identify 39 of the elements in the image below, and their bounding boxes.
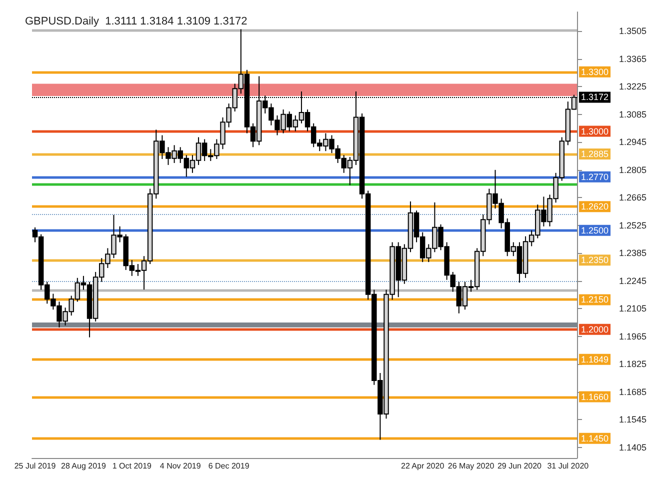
y-tick-label: 1.2805 [619,164,647,175]
x-tick-label: 1 Oct 2019 [112,462,152,470]
y-tick-label: 1.1685 [619,386,647,397]
ref-line-label: 1.2885 [581,149,609,160]
y-tick-label: 1.3365 [619,54,647,64]
x-tick-label: 25 Jul 2019 [14,462,56,470]
ref-line-label: 1.2350 [581,255,609,266]
x-tick-label: 4 Nov 2019 [160,462,202,470]
ref-line-label: 1.3172 [581,92,609,102]
ref-line-label: 1.2500 [581,225,609,236]
ref-line-label: 1.2150 [581,294,609,305]
y-tick-label: 1.1825 [619,359,647,370]
x-tick-label: 6 Dec 2019 [208,462,250,470]
ref-line-label: 1.3000 [581,126,609,136]
ref-line-label: 1.1450 [581,433,609,444]
y-tick-label: 1.2525 [619,220,647,230]
x-tick-label: 31 Jul 2020 [547,462,590,470]
x-tick-label: 22 Apr 2020 [401,462,445,470]
ref-line-label: 1.3300 [581,66,609,77]
ref-line-label: 1.2770 [581,172,609,182]
y-tick-label: 1.3085 [619,109,647,120]
x-tick-label: 29 Jun 2020 [497,462,542,470]
y-tick-label: 1.1545 [619,414,647,425]
chart-title: GBPUSD.Daily 1.3111 1.3184 1.3109 1.3172 [25,16,248,28]
ref-line-label: 1.1849 [581,354,609,364]
y-tick-label: 1.3225 [619,82,647,92]
y-tick-label: 1.2385 [619,248,647,258]
y-tick-label: 1.2665 [619,192,647,203]
y-tick-label: 1.2945 [619,137,647,148]
y-tick-label: 1.2105 [619,304,647,314]
ref-line-label: 1.1660 [581,392,609,402]
y-tick-label: 1.1965 [619,331,647,342]
x-tick-label: 28 Aug 2019 [61,462,106,470]
ref-line-label: 1.2000 [581,324,609,334]
y-tick-label: 1.3505 [619,26,647,36]
y-tick-label: 1.2245 [619,276,647,286]
ref-line-label: 1.2620 [581,202,609,212]
y-tick-label: 1.1405 [619,442,647,452]
x-tick-label: 26 May 2020 [448,462,495,470]
